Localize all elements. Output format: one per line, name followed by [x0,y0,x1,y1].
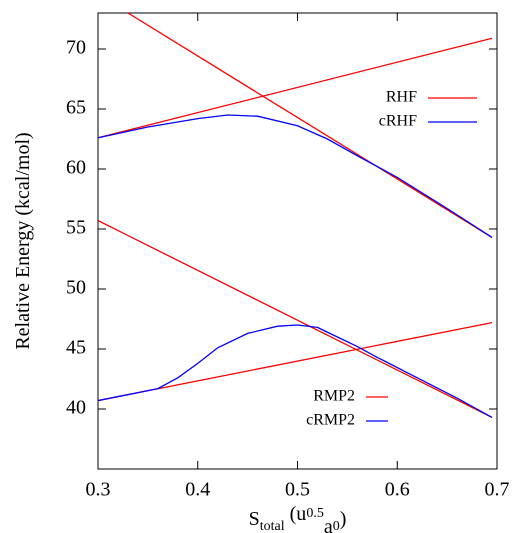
x-tick-label: 0.4 [185,479,210,501]
y-tick-label: 45 [66,337,86,359]
y-tick-label: 40 [66,397,86,419]
legend-label: RMP2 [313,388,355,405]
series-line [127,13,493,238]
y-tick-label: 70 [66,37,86,59]
legend-label: cRMP2 [306,412,355,429]
series-line [98,321,493,402]
y-tick-label: 55 [66,217,86,239]
x-axis-label-part: total [260,519,285,533]
y-axis-label: Relative Energy (kcal/mol) [12,132,34,349]
y-tick-label: 50 [66,277,86,299]
plot-frame [97,12,498,470]
series-line [98,324,493,418]
x-tick-label: 0.3 [86,479,111,501]
series-line [98,37,493,139]
x-tick-label: 0.7 [485,479,510,501]
x-tick-label: 0.6 [385,479,410,501]
x-axis-label: Stotal (u0.5a0) [249,503,347,533]
x-axis-label-part: (u [285,503,307,525]
y-tick-label: 65 [66,97,86,119]
series-line [98,114,493,238]
x-axis-label-part: 0.5 [306,506,324,521]
x-tick-label: 0.5 [285,479,310,501]
legend-label: RHF [386,89,417,106]
x-axis-label-part: a [324,516,333,533]
x-axis-label-part: 0 [333,519,340,533]
y-tick-label: 60 [66,157,86,179]
x-axis-label-part: S [249,508,260,530]
legend-label: cRHF [379,113,417,130]
x-axis-label-part: ) [340,508,347,530]
series-line [98,220,493,418]
